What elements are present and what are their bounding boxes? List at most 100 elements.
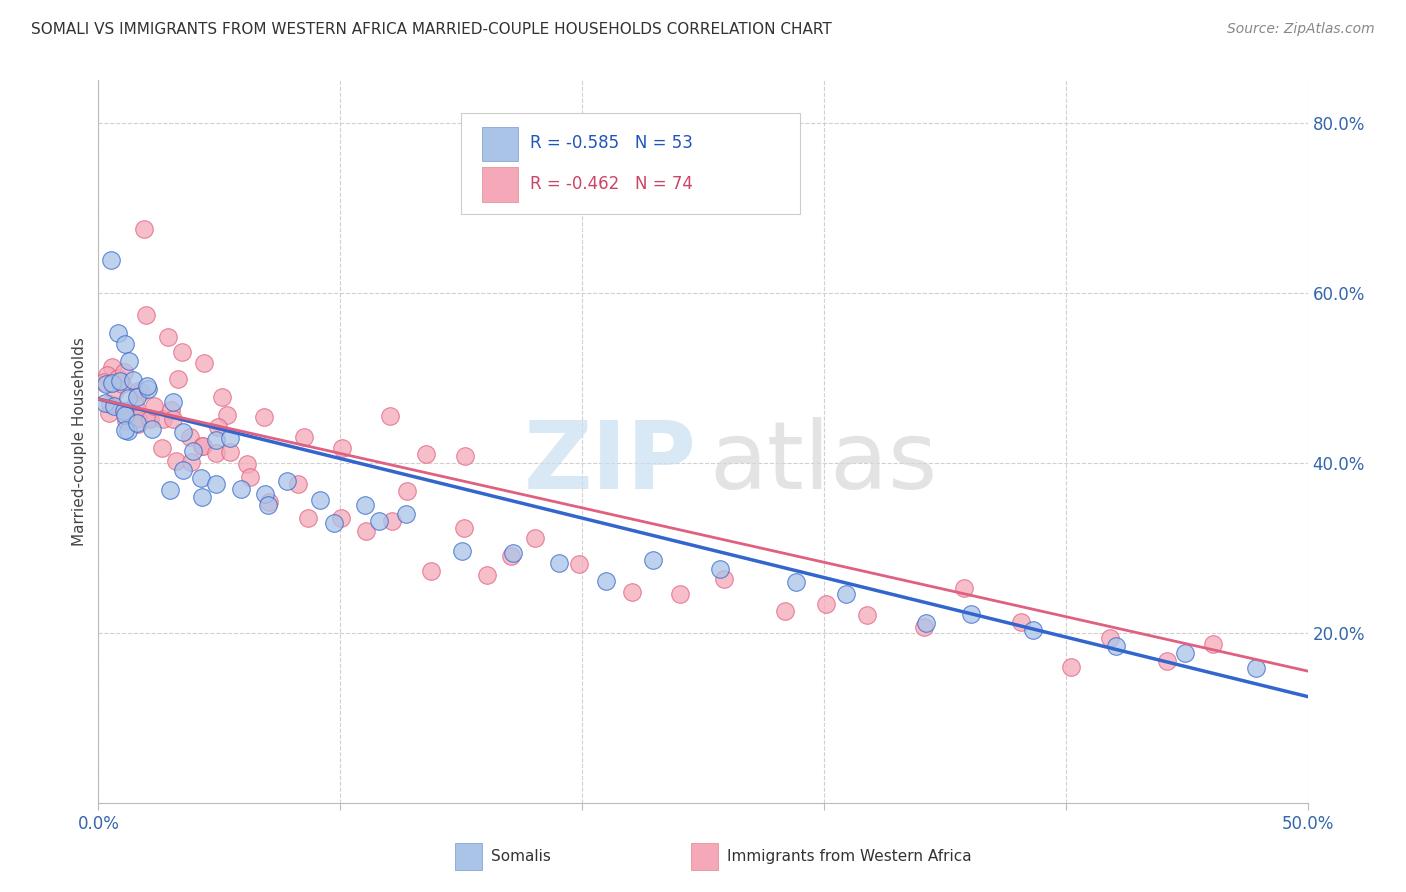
Point [127,417,149,432]
Point [98,396,121,410]
Point [713,572,735,586]
Point [160,403,183,417]
Bar [482,127,517,161]
Text: R = -0.462   N = 74: R = -0.462 N = 74 [530,175,693,193]
Text: Immigrants from Western Africa: Immigrants from Western Africa [727,849,972,863]
Point [143,399,166,413]
Point [157,330,180,344]
Point [1022,623,1045,637]
Point [190,490,212,504]
Point [121,406,143,420]
Point [499,549,522,563]
Point [524,531,547,545]
Point [162,412,184,426]
Point [180,455,202,469]
Text: Somalis: Somalis [492,849,551,863]
Point [217,408,239,422]
Point [103,399,125,413]
Point [297,511,319,525]
Point [179,430,201,444]
Bar [482,167,517,202]
Point [547,556,569,570]
Point [117,424,139,438]
Bar [690,843,717,870]
Point [162,395,184,409]
Point [115,413,138,427]
Point [953,581,976,595]
Point [709,562,731,576]
Text: atlas: atlas [709,417,938,509]
Point [136,378,159,392]
Point [110,374,132,388]
Point [193,356,215,370]
Point [256,499,278,513]
Point [159,483,181,498]
Point [395,508,418,522]
Point [773,604,796,618]
Point [1244,661,1267,675]
Point [381,514,404,528]
Point [236,457,259,471]
Point [204,446,226,460]
Point [94,396,117,410]
Point [114,408,136,422]
Point [124,398,146,412]
Point [253,410,276,425]
Point [354,524,377,538]
Point [292,430,315,444]
Point [100,252,122,267]
Point [205,433,228,447]
Point [111,376,134,391]
Point [229,482,252,496]
Text: ZIP: ZIP [524,417,697,509]
Point [914,615,936,630]
Point [912,620,935,634]
Point [419,564,441,578]
Point [117,404,139,418]
Point [219,431,242,445]
Point [669,587,692,601]
Point [451,544,474,558]
Y-axis label: Married-couple Households: Married-couple Households [72,337,87,546]
Point [94,377,117,392]
Point [395,484,418,499]
Point [309,492,332,507]
Point [172,463,194,477]
Point [127,384,149,399]
Point [502,546,524,560]
Bar [456,843,482,870]
Point [595,574,617,589]
Point [239,470,262,484]
Point [117,391,139,405]
Point [135,308,157,322]
Point [191,439,214,453]
Point [207,419,229,434]
Point [330,511,353,525]
Point [643,553,665,567]
Point [127,410,149,425]
Point [1105,640,1128,654]
Point [170,345,193,359]
Point [368,514,391,528]
Point [101,376,124,390]
Point [134,222,156,236]
Text: R = -0.585   N = 53: R = -0.585 N = 53 [530,134,693,153]
Point [152,412,174,426]
Point [276,474,298,488]
Point [172,425,194,439]
Point [190,471,212,485]
Point [138,411,160,425]
Point [114,423,136,437]
Point [118,353,141,368]
Point [125,416,148,430]
Point [835,587,858,601]
Point [1099,631,1122,645]
Point [136,382,159,396]
Point [815,597,838,611]
Point [257,495,280,509]
Point [415,447,437,461]
Point [181,443,204,458]
Point [330,442,353,456]
Point [122,373,145,387]
Point [218,445,240,459]
